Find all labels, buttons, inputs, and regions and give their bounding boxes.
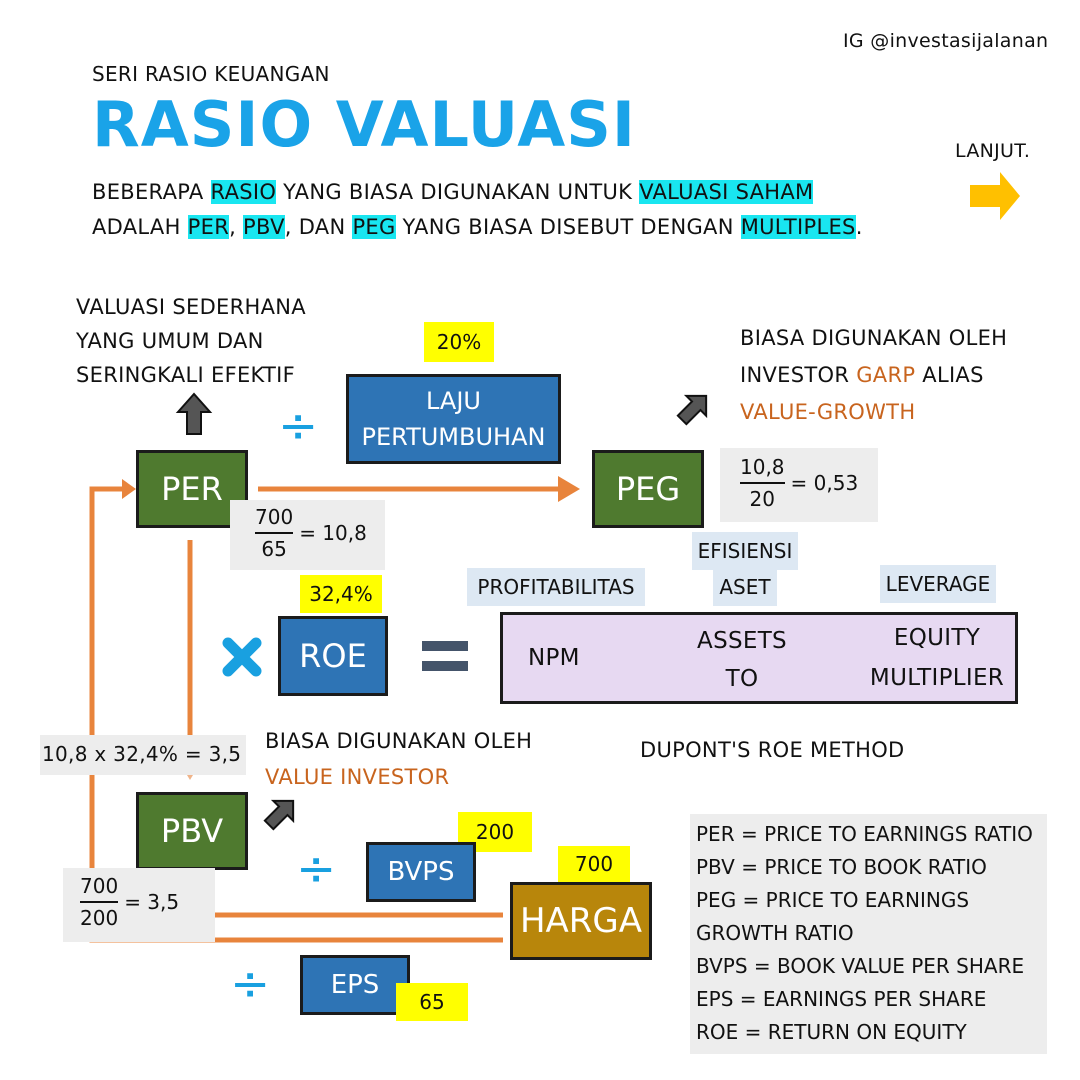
multiply-blue-icon [222, 637, 262, 677]
profitabilitas-label: PROFITABILITAS [467, 568, 645, 606]
equity-multiplier-line: EQUITY [893, 625, 981, 651]
pbv-calc-numerator: 700 [80, 874, 119, 898]
intro-highlight: PER [187, 215, 230, 239]
legend-item: PBV = PRICE TO BOOK RATIO [696, 855, 987, 879]
legend-item: GROWTH RATIO [696, 921, 854, 945]
npm-label: NPM [528, 645, 580, 671]
per-note-line: VALUASI SEDERHANA [76, 295, 306, 319]
intro-text: . [855, 215, 863, 239]
per-calc-result: = 10,8 [299, 521, 367, 545]
intro-highlight: VALUASI SAHAM [639, 180, 814, 204]
divide-icon: ÷ [230, 956, 271, 1012]
per-note-line: YANG UMUM DAN [76, 329, 264, 353]
intro-highlight: PEG [352, 215, 396, 239]
intro-text: BEBERAPA [92, 180, 211, 204]
eps-badge: 65 [396, 983, 468, 1021]
peg-calc: 10,8 20 = 0,53 [740, 455, 858, 511]
equity-multiplier-label: EQUITY MULTIPLIER [862, 618, 1012, 698]
intro-text: , DAN [284, 215, 353, 239]
assets-to-line: TO [725, 666, 759, 692]
pbv-note-arrow [263, 799, 295, 831]
intro-text: YANG BIASA DIGUNAKAN UNTUK [276, 180, 640, 204]
dupont-method-label: DUPONT'S ROE METHOD [640, 738, 905, 762]
assets-to-label: ASSETS TO [680, 622, 804, 698]
peg-note-line: BIASA DIGUNAKAN OLEH [740, 326, 1008, 350]
harga-to-per-arrowhead [122, 479, 136, 499]
intro-text: ADALAH [92, 215, 188, 239]
peg-box: PEG [592, 450, 704, 528]
legend-item: PEG = PRICE TO EARNINGS [696, 888, 970, 912]
peg-calc-denominator: 20 [749, 487, 775, 511]
divide-icon: ÷ [278, 398, 319, 454]
next-arrow-icon [970, 172, 1020, 220]
per-calc: 700 65 = 10,8 [255, 505, 367, 561]
legend-panel: PER = PRICE TO EARNINGS RATIO PBV = PRIC… [690, 814, 1047, 1054]
intro-text: YANG BIASA DISEBUT DENGAN [395, 215, 741, 239]
pbv-calc: 700 200 = 3,5 [80, 874, 179, 930]
equals-icon [422, 641, 468, 671]
efisiensi-label: EFISIENSI [692, 532, 798, 570]
peg-note-text: ALIAS [915, 363, 984, 387]
harga-box: HARGA [510, 882, 652, 960]
garp-label: GARP [856, 363, 916, 387]
harga-badge: 700 [558, 846, 630, 882]
dupont-box [500, 612, 1018, 704]
equity-multiplier-line: MULTIPLIER [869, 665, 1005, 691]
instagram-handle: IG @investasijalanan [843, 30, 1049, 52]
peg-calc-result: = 0,53 [790, 471, 859, 495]
per-calc-bg [230, 500, 385, 570]
intro-line-1: BEBERAPA RASIO YANG BIASA DIGUNAKAN UNTU… [92, 180, 814, 204]
peg-calc-bg [720, 448, 878, 522]
legend-item: EPS = EARNINGS PER SHARE [696, 987, 987, 1011]
roe-badge: 32,4% [300, 575, 382, 613]
legend-item: BVPS = BOOK VALUE PER SHARE [696, 954, 1025, 978]
peg-note-text: INVESTOR [740, 363, 857, 387]
assets-to-line: ASSETS [697, 628, 787, 654]
bvps-badge: 200 [458, 812, 532, 852]
laju-badge: 20% [424, 322, 494, 362]
pbv-note: BIASA DIGUNAKAN OLEH VALUE INVESTOR [265, 723, 532, 795]
per-note-arrow [175, 392, 213, 435]
intro-highlight: PBV [243, 215, 285, 239]
peg-note-arrow [676, 394, 708, 426]
intro-text: , [229, 215, 244, 239]
pbv-note-line: BIASA DIGUNAKAN OLEH [265, 729, 533, 753]
peg-note-line: INVESTOR GARP ALIAS [740, 357, 1007, 394]
harga-to-per-line [89, 486, 503, 943]
intro-highlight: MULTIPLES [740, 215, 856, 239]
pbv-calc-bg [63, 868, 215, 942]
legend-item: ROE = RETURN ON EQUITY [696, 1020, 967, 1044]
peg-note: BIASA DIGUNAKAN OLEH INVESTOR GARP ALIAS… [740, 320, 1007, 431]
next-label[interactable]: LANJUT. [955, 140, 1031, 162]
eps-box: EPS [300, 955, 410, 1015]
laju-label: LAJU [426, 387, 481, 415]
per-note-line: SERINGKALI EFEKTIF [76, 363, 295, 387]
per-box: PER [136, 450, 248, 528]
value-investor-label: VALUE INVESTOR [265, 765, 450, 789]
pertumbuhan-label: PERTUMBUHAN [361, 423, 546, 451]
divide-icon: ÷ [296, 841, 337, 897]
per-note: VALUASI SEDERHANA YANG UMUM DAN SERINGKA… [76, 290, 306, 392]
aset-label: ASET [713, 568, 777, 606]
pbv-box: PBV [136, 792, 248, 870]
value-growth-label: VALUE-GROWTH [740, 400, 916, 424]
roe-box: ROE [278, 616, 388, 696]
legend-item: PER = PRICE TO EARNINGS RATIO [696, 822, 1033, 846]
per-roe-calc: 10,8 x 32,4% = 3,5 [42, 742, 242, 766]
intro-line-2: ADALAH PER, PBV, DAN PEG YANG BIASA DISE… [92, 215, 863, 239]
laju-pertumbuhan-box: LAJU PERTUMBUHAN [346, 374, 561, 464]
per-to-peg-arrowhead [558, 476, 580, 502]
series-label: SERI RASIO KEUANGAN [92, 62, 330, 86]
per-calc-numerator: 700 [255, 505, 294, 529]
pbv-calc-result: = 3,5 [124, 890, 180, 914]
page-title: RASIO VALUASI [92, 88, 636, 161]
bvps-box: BVPS [366, 842, 476, 902]
per-calc-denominator: 65 [261, 537, 287, 561]
intro-highlight: RASIO [210, 180, 277, 204]
pbv-calc-denominator: 200 [80, 906, 119, 930]
leverage-label: LEVERAGE [880, 565, 996, 603]
per-roe-calc-bg [40, 735, 246, 775]
peg-calc-numerator: 10,8 [740, 455, 785, 479]
